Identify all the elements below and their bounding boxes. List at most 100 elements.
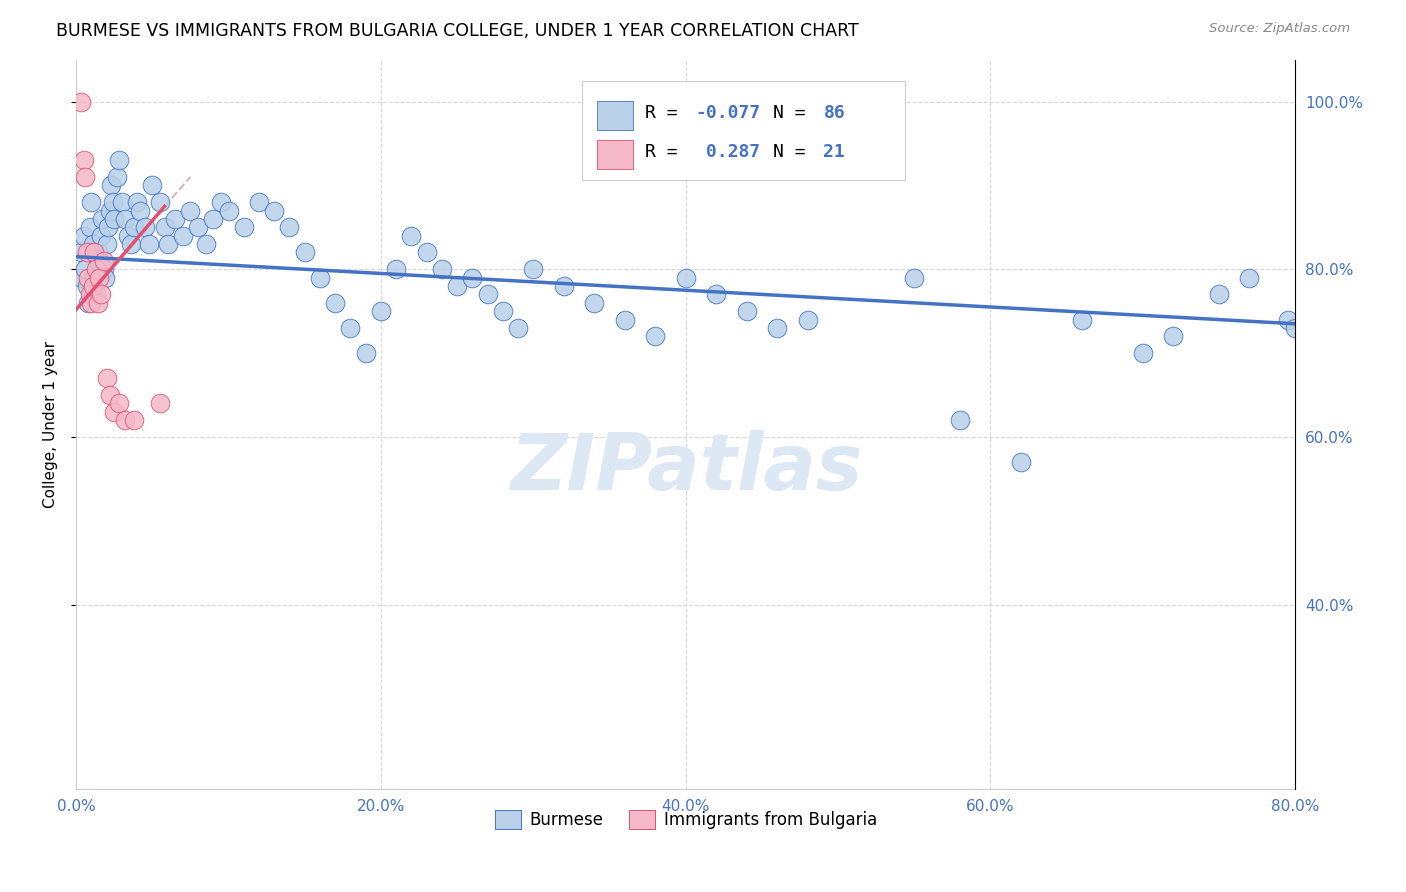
Point xyxy=(111,195,134,210)
Point xyxy=(87,270,110,285)
Text: R =: R = xyxy=(645,103,689,122)
Legend: Burmese, Immigrants from Bulgaria: Burmese, Immigrants from Bulgaria xyxy=(488,803,883,836)
Text: N =: N = xyxy=(773,144,817,161)
Point xyxy=(79,220,101,235)
Point xyxy=(108,396,131,410)
Point xyxy=(644,329,666,343)
Point xyxy=(77,270,100,285)
Point xyxy=(101,195,124,210)
Point xyxy=(97,220,120,235)
Y-axis label: College, Under 1 year: College, Under 1 year xyxy=(44,341,58,508)
Point xyxy=(79,287,101,301)
Point xyxy=(134,220,156,235)
Text: 0.287: 0.287 xyxy=(696,144,761,161)
Point xyxy=(149,195,172,210)
Point xyxy=(202,211,225,226)
Point xyxy=(122,413,145,427)
Point xyxy=(415,245,437,260)
FancyBboxPatch shape xyxy=(582,81,905,180)
Point xyxy=(87,253,110,268)
Point xyxy=(100,178,122,193)
Point xyxy=(446,279,468,293)
Point xyxy=(84,262,107,277)
Point xyxy=(1070,312,1092,326)
Point xyxy=(96,237,118,252)
Point xyxy=(103,405,125,419)
Point xyxy=(93,253,115,268)
Point xyxy=(323,295,346,310)
Point xyxy=(149,396,172,410)
Point xyxy=(477,287,499,301)
Point xyxy=(114,413,136,427)
Point xyxy=(1284,321,1306,335)
Point xyxy=(114,211,136,226)
Point xyxy=(120,237,142,252)
Point xyxy=(77,295,100,310)
Point xyxy=(583,295,606,310)
Text: BURMESE VS IMMIGRANTS FROM BULGARIA COLLEGE, UNDER 1 YEAR CORRELATION CHART: BURMESE VS IMMIGRANTS FROM BULGARIA COLL… xyxy=(56,22,859,40)
Point xyxy=(949,413,972,427)
Point xyxy=(80,195,103,210)
Point xyxy=(80,295,103,310)
Point xyxy=(1208,287,1230,301)
Point xyxy=(98,388,121,402)
Point xyxy=(401,228,423,243)
Point xyxy=(83,270,105,285)
Text: 86: 86 xyxy=(824,103,845,122)
Point xyxy=(179,203,201,218)
Point xyxy=(82,279,104,293)
Point xyxy=(72,270,94,285)
Point xyxy=(247,195,270,210)
Text: 21: 21 xyxy=(824,144,845,161)
Point xyxy=(218,203,240,218)
Point xyxy=(827,161,849,176)
Point xyxy=(129,203,152,218)
Point xyxy=(506,321,529,335)
Point xyxy=(903,270,925,285)
Point xyxy=(83,245,105,260)
Point xyxy=(263,203,285,218)
Point xyxy=(766,321,789,335)
Text: R =: R = xyxy=(645,144,689,161)
Point xyxy=(141,178,163,193)
Point xyxy=(93,262,115,277)
Point xyxy=(90,228,112,243)
Point xyxy=(1161,329,1184,343)
Text: -0.077: -0.077 xyxy=(696,103,761,122)
Text: Source: ZipAtlas.com: Source: ZipAtlas.com xyxy=(1209,22,1350,36)
Point xyxy=(108,153,131,168)
Point xyxy=(461,270,484,285)
Point xyxy=(165,211,187,226)
Point xyxy=(76,279,98,293)
Point xyxy=(492,304,515,318)
Point xyxy=(98,203,121,218)
Point xyxy=(96,371,118,385)
Point xyxy=(127,195,149,210)
Point xyxy=(553,279,575,293)
Point xyxy=(704,287,727,301)
Point xyxy=(73,153,96,168)
Point xyxy=(194,237,217,252)
Point xyxy=(232,220,254,235)
Point xyxy=(69,245,91,260)
Point xyxy=(75,262,97,277)
Point xyxy=(675,270,697,285)
Point xyxy=(153,220,176,235)
Point xyxy=(613,312,636,326)
Point xyxy=(735,304,758,318)
Point xyxy=(105,169,128,184)
Point xyxy=(122,220,145,235)
Point xyxy=(354,346,377,360)
Point xyxy=(86,245,108,260)
Point xyxy=(385,262,408,277)
Point xyxy=(69,95,91,109)
Point xyxy=(84,287,107,301)
FancyBboxPatch shape xyxy=(596,140,633,169)
Point xyxy=(82,237,104,252)
FancyBboxPatch shape xyxy=(596,101,633,130)
Point xyxy=(209,195,232,210)
Point xyxy=(94,270,117,285)
Point xyxy=(1277,312,1299,326)
Point xyxy=(117,228,139,243)
Point xyxy=(103,211,125,226)
